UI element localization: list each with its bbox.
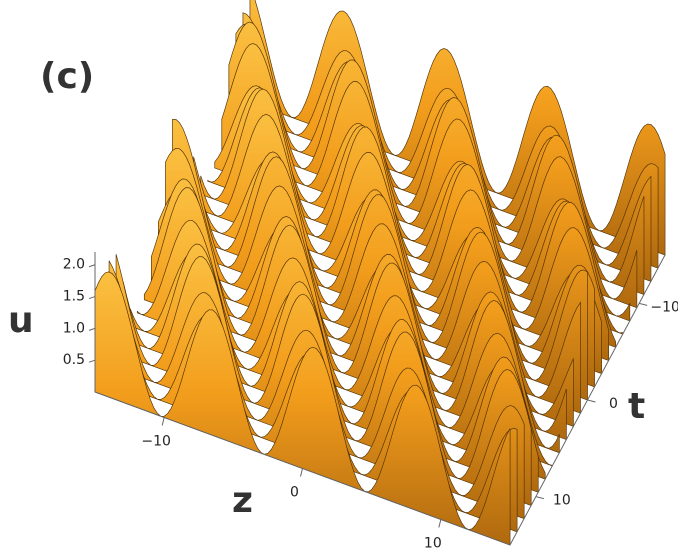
surface-slice <box>94 271 511 546</box>
u-tick-label: 1.0 <box>63 320 85 336</box>
t-tick-label: 10 <box>553 493 571 509</box>
t-tick <box>639 302 648 306</box>
z-axis-label: z <box>232 480 253 521</box>
t-tick <box>587 399 596 403</box>
u-tick <box>88 327 96 331</box>
u-axis-label: u <box>8 300 34 341</box>
u-tick-label: 0.5 <box>63 352 85 368</box>
z-tick-label: 0 <box>290 485 299 501</box>
surface <box>94 0 666 546</box>
surface-slice <box>221 43 638 309</box>
z-tick-label: 10 <box>424 536 442 552</box>
t-axis-label: t <box>628 386 645 427</box>
surface-tint <box>221 43 637 308</box>
surface-tint <box>95 271 510 545</box>
u-tick <box>88 359 96 363</box>
u-tick <box>88 264 96 268</box>
u-tick <box>88 296 96 300</box>
panel-label: (c) <box>40 56 94 97</box>
t-tick <box>535 496 544 500</box>
u-tick-label: 1.5 <box>63 289 85 305</box>
z-tick <box>438 519 442 528</box>
z-tick-label: −10 <box>141 434 171 450</box>
z-tick <box>161 417 165 426</box>
t-tick-label: −10 <box>650 299 678 315</box>
t-tick-label: 0 <box>609 396 618 412</box>
surface-tint <box>151 179 567 440</box>
z-tick <box>300 468 303 477</box>
axes: 0.5 1.0 1.5 2.0 −10 0 10 −10 0 10 <box>63 252 678 552</box>
u-tick-label: 2.0 <box>63 257 85 273</box>
